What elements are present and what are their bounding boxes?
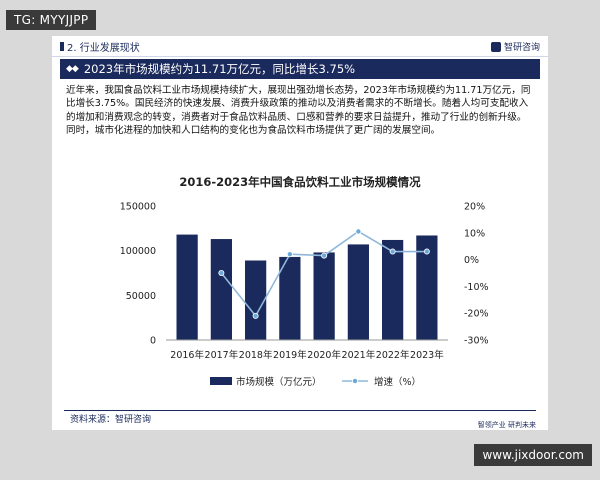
legend-line-label: 增速（%） — [374, 376, 421, 388]
body-paragraph: 近年来，我国食品饮料工业市场规模持续扩大，展现出强劲增长态势，2023年市场规模… — [66, 85, 531, 137]
brand-logo-icon — [490, 41, 501, 52]
bar-market-size — [279, 256, 301, 340]
right-axis-tick: -10% — [464, 282, 489, 293]
bar-market-size — [347, 244, 369, 340]
bar-market-size — [245, 260, 267, 340]
footer-divider — [64, 410, 536, 411]
legend-bar-label: 市场规模（万亿元） — [236, 376, 322, 388]
brand: 智研咨询 — [490, 40, 540, 53]
x-axis-tick: 2019年 — [273, 349, 307, 361]
growth-point — [355, 228, 362, 235]
right-axis-tick: -20% — [464, 309, 489, 320]
bar-market-size — [210, 239, 232, 340]
left-axis-tick: 150000 — [120, 202, 156, 213]
growth-point — [252, 312, 259, 319]
section-title: 2. 行业发展现状 — [60, 39, 140, 54]
left-axis-tick: 50000 — [126, 291, 156, 302]
tag-label: TG: MYYJJPP — [6, 10, 97, 30]
section-title-text: 2. 行业发展现状 — [67, 43, 140, 54]
bar-market-size — [416, 235, 438, 340]
growth-point — [286, 251, 293, 258]
headline-text: 2023年市场规模约为11.71万亿元，同比增长3.75% — [83, 62, 356, 76]
bar-market-size — [176, 234, 198, 340]
report-page: 2. 行业发展现状 智研咨询 ◆◆ 2023年市场规模约为11.71万亿元，同比… — [52, 36, 548, 430]
market-size-chart: 2016-2023年中国食品饮料工业市场规模情况 0 50000 100000 1500… — [120, 175, 489, 388]
left-axis-tick: 100000 — [120, 246, 156, 257]
right-axis-tick: 0% — [464, 255, 479, 266]
x-axis-tick: 2018年 — [239, 349, 273, 361]
bar-market-size — [382, 239, 404, 340]
footer-brand: 智领产业 研判未来 — [477, 421, 536, 429]
chart-title: 2016-2023年中国食品饮料工业市场规模情况 — [179, 175, 421, 189]
source-note: 资料来源：智研咨询 — [70, 415, 152, 425]
x-axis-tick: 2017年 — [205, 349, 239, 361]
section-marker-icon — [60, 42, 64, 51]
x-axis-tick: 2020年 — [307, 349, 341, 361]
growth-point — [218, 270, 225, 277]
growth-point — [389, 248, 396, 255]
right-axis-tick: -30% — [464, 336, 489, 347]
right-axis-tick: 10% — [464, 228, 485, 239]
legend-bar-swatch — [210, 377, 232, 385]
x-axis-tick: 2022年 — [376, 349, 410, 361]
left-axis-tick: 0 — [150, 336, 156, 347]
growth-point — [321, 252, 328, 259]
x-axis-tick: 2023年 — [410, 349, 444, 361]
watermark-url: www.jixdoor.com — [474, 444, 592, 466]
brand-name: 智研咨询 — [503, 43, 540, 53]
headline-banner: ◆◆ 2023年市场规模约为11.71万亿元，同比增长3.75% — [60, 59, 540, 79]
bar-market-size — [313, 252, 335, 340]
report-header: 2. 行业发展现状 智研咨询 — [52, 36, 548, 57]
right-axis-tick: 20% — [464, 202, 485, 213]
growth-point — [423, 248, 430, 255]
diamond-icon: ◆◆ — [66, 64, 79, 74]
legend-line-marker — [351, 377, 358, 384]
x-axis-tick: 2016年 — [170, 349, 204, 361]
x-axis-tick: 2021年 — [342, 349, 376, 361]
